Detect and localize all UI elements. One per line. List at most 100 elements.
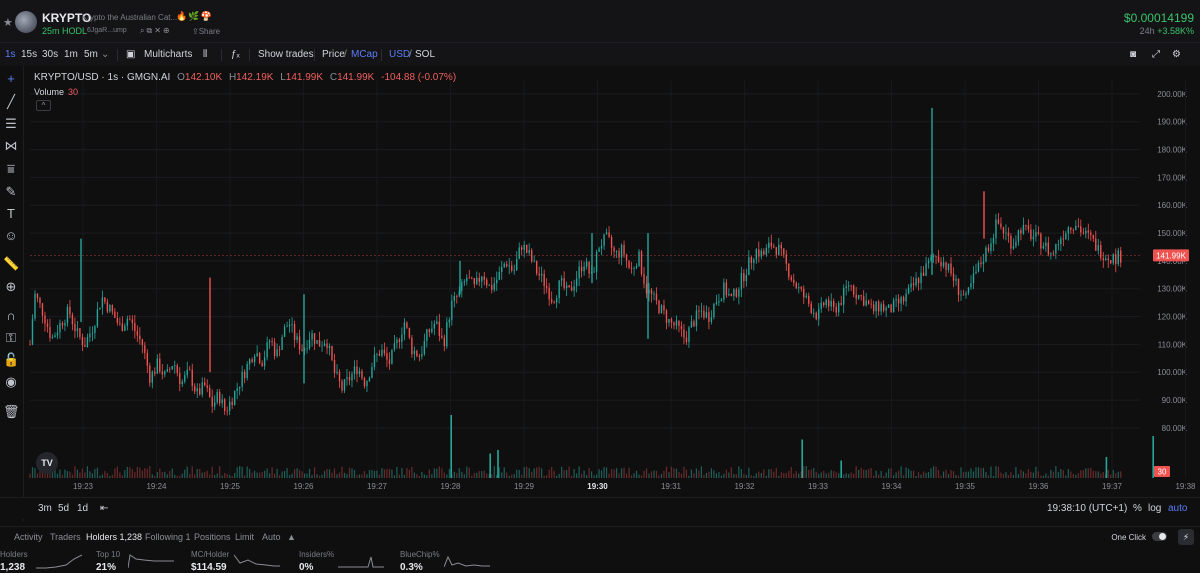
candle-body <box>341 381 343 391</box>
candle-body <box>391 349 393 364</box>
show-trades-button[interactable]: Show trades <box>258 49 314 60</box>
zoom-in-icon[interactable]: ⊕ <box>5 279 17 294</box>
candle-body <box>952 273 955 281</box>
volume-bar <box>306 473 308 478</box>
percent-toggle[interactable]: % <box>1133 503 1142 514</box>
tabs-collapse-icon[interactable]: ▲ <box>287 532 296 542</box>
tradingview-logo[interactable]: TV <box>36 452 58 474</box>
tab-auto[interactable]: Auto <box>262 532 281 542</box>
candle-body <box>947 263 950 270</box>
volume-bar <box>481 471 483 478</box>
candle-body <box>231 401 233 406</box>
tab-traders[interactable]: Traders <box>50 532 81 542</box>
volume-bar <box>1020 469 1022 478</box>
copy-icon[interactable]: ⧉ <box>146 26 155 35</box>
candle-body <box>703 310 705 318</box>
price-chart[interactable]: 80.00K 90.00K 100.00K 110.00K 120.00K 130.00K… <box>24 66 1200 521</box>
candle-body <box>698 310 700 312</box>
price-toggle[interactable]: Price <box>322 49 345 60</box>
interval-30s[interactable]: 30s <box>42 49 59 60</box>
volume-bar <box>323 471 326 478</box>
toolbar-divider <box>221 49 222 61</box>
candle-body <box>31 318 34 345</box>
chart-canvas[interactable]: 80.00K 90.00K 100.00K 110.00K 120.00K 130.00K… <box>24 66 1200 497</box>
globe-icon[interactable]: ⊕ <box>162 26 172 35</box>
volume-bar <box>274 473 276 478</box>
eye-icon[interactable]: ◉ <box>5 374 17 389</box>
tab-holders[interactable]: Holders 1,238 <box>86 532 143 542</box>
sol-toggle[interactable]: SOL <box>415 49 436 60</box>
lock-icon[interactable]: 🔓 <box>3 352 20 367</box>
usd-toggle[interactable]: USD <box>389 49 411 60</box>
contract-address[interactable]: 6JgaR...ump <box>87 27 127 34</box>
search-icon[interactable]: ⌕ <box>140 26 147 35</box>
auto-toggle[interactable]: auto <box>1168 503 1188 514</box>
share-button[interactable]: ⇪Share <box>192 27 220 36</box>
volume-bar <box>144 468 146 478</box>
candle-body <box>743 273 745 282</box>
quick-trade-icon[interactable]: ⚡ <box>1178 529 1194 545</box>
volume-bar <box>713 470 715 478</box>
volume-bar <box>763 469 765 478</box>
candle-body <box>748 257 750 276</box>
multicharts-button[interactable]: Multicharts <box>144 49 193 60</box>
interval-5m[interactable]: 5m <box>84 49 98 60</box>
trash-icon[interactable]: 🗑 <box>3 404 20 419</box>
candle-body <box>471 277 473 279</box>
candle-body <box>967 287 970 293</box>
candle-body <box>645 283 648 294</box>
x-twitter-icon[interactable]: ✕ <box>154 26 163 35</box>
indicators-icon[interactable]: ƒₓ <box>231 49 240 60</box>
interval-1s[interactable]: 1s <box>5 49 16 60</box>
multicharts-icon[interactable]: ▣ <box>126 49 136 60</box>
crosshair-icon[interactable]: + <box>7 71 15 86</box>
tab-following[interactable]: Following 1 <box>145 532 191 542</box>
mcap-toggle[interactable]: MCap <box>351 49 378 60</box>
range-3m[interactable]: 3m <box>38 503 52 514</box>
volume-bar <box>848 474 850 478</box>
volume-bar <box>316 474 318 478</box>
volume-bar <box>1007 475 1010 478</box>
volume-bar <box>1080 470 1082 478</box>
candle-body <box>413 350 416 355</box>
ruler-icon[interactable]: 📏 <box>3 256 20 271</box>
candle-body <box>995 219 997 239</box>
volume-spike <box>497 450 499 478</box>
volume-bar <box>1025 473 1027 478</box>
range-1d[interactable]: 1d <box>77 503 89 514</box>
interval-dropdown-icon[interactable]: ⌄ <box>101 49 110 60</box>
pattern-icon[interactable]: ⋈ <box>4 138 18 153</box>
collapse-legend-button[interactable]: ^ <box>36 100 51 111</box>
interval-15s[interactable]: 15s <box>21 49 38 60</box>
candle-body <box>96 309 99 327</box>
trend-line-icon[interactable]: ╱ <box>7 94 15 109</box>
range-5d[interactable]: 5d <box>58 503 70 514</box>
horizontal-lines-icon[interactable]: ☰ <box>5 116 17 131</box>
text-icon[interactable]: T <box>7 206 15 221</box>
chart-clock[interactable]: 19:38:10 (UTC+1) <box>1047 503 1128 514</box>
volume-bar <box>96 467 98 478</box>
emoji-icon[interactable]: ☺ <box>4 228 18 243</box>
volume-bar <box>675 468 678 478</box>
brush-icon[interactable]: ✎ <box>5 184 17 199</box>
tab-limit[interactable]: Limit <box>235 532 255 542</box>
log-toggle[interactable]: log <box>1148 503 1162 514</box>
candle-body <box>506 263 508 267</box>
tab-activity[interactable]: Activity <box>14 532 43 542</box>
settings-icon[interactable]: ⚙ <box>1172 49 1181 60</box>
star-icon[interactable]: ★ <box>3 17 13 29</box>
magnet-icon[interactable]: ∩ <box>6 308 16 323</box>
camera-icon[interactable]: ◙ <box>1130 49 1137 60</box>
fib-retracement-icon[interactable]: ⩸ <box>7 161 15 176</box>
tab-positions[interactable]: Positions <box>194 532 231 542</box>
volume-bar <box>129 467 131 478</box>
interval-1m[interactable]: 1m <box>64 49 78 60</box>
one-click-toggle[interactable] <box>1152 532 1167 541</box>
legend-low-label: L <box>280 72 286 83</box>
tab-activity-icon: ▏ <box>0 532 4 542</box>
fullscreen-icon[interactable]: ⤢ <box>1152 49 1160 60</box>
lock-drawing-icon[interactable]: ⚿ <box>6 330 16 345</box>
volume-bar <box>303 473 306 478</box>
candle-type-icon[interactable]: ⫴ <box>203 49 208 60</box>
go-to-date-icon[interactable]: ⇤ <box>100 503 109 514</box>
